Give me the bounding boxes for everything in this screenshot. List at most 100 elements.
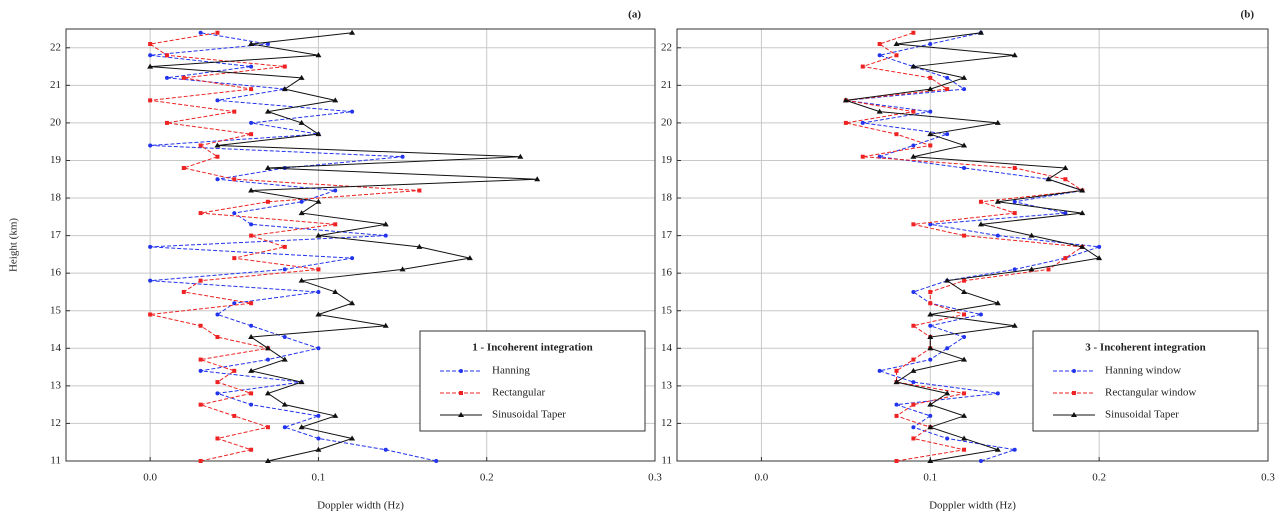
marker [945,87,950,92]
marker [148,143,153,148]
marker [1028,232,1035,238]
legend-marker [458,412,464,417]
marker [894,459,899,463]
marker [281,401,288,407]
marker [945,75,950,80]
marker [911,402,916,407]
y-axis-label: Height (km) [8,218,20,272]
marker [249,120,254,125]
marker [248,187,255,193]
marker [264,164,271,170]
marker [148,278,153,283]
x-tick-label: 0.3 [1261,472,1275,484]
plot-frame [676,28,1269,462]
marker [962,87,967,92]
marker [399,266,406,272]
marker [349,29,356,35]
marker [215,177,220,182]
marker [264,458,271,463]
marker [927,424,934,430]
y-tick-label: 22 [50,41,61,53]
legend-label: Sinusoidal Taper [492,409,566,421]
marker [945,132,950,137]
marker [894,413,899,418]
marker [248,367,255,373]
marker [994,446,1001,452]
marker [316,436,321,441]
marker [215,380,220,385]
marker [333,188,338,193]
y-tick-label: 20 [50,116,62,128]
marker [927,131,934,137]
marker [249,87,254,92]
marker [877,368,882,373]
marker [945,346,950,351]
marker [961,356,968,362]
marker [910,367,917,373]
marker [264,345,271,351]
marker [282,244,287,249]
marker [911,380,916,385]
marker [1046,267,1051,272]
marker [316,413,321,418]
y-tick-label: 20 [661,116,673,128]
y-tick-label: 13 [661,379,673,391]
marker [315,232,322,238]
y-tick-label: 12 [50,417,61,429]
marker [911,436,916,441]
marker [962,391,967,396]
marker [248,41,255,47]
legend-box [1032,330,1259,432]
marker [876,108,883,114]
marker [928,289,933,294]
marker [1079,243,1086,249]
y-tick-label: 19 [661,154,673,166]
marker [962,165,967,170]
marker [911,143,916,148]
marker [282,267,287,272]
marker [995,391,1000,396]
y-tick-label: 22 [661,41,672,53]
marker [927,334,934,340]
legend-title: 3 - Incoherent integration [1085,342,1205,354]
marker [1028,266,1035,272]
marker [877,53,882,58]
marker [298,277,305,283]
marker [249,132,254,137]
marker [1079,187,1086,193]
marker [962,335,967,340]
marker [232,211,237,216]
marker [944,277,951,283]
marker [198,357,203,362]
marker [928,109,933,114]
marker [299,199,304,204]
marker [383,447,388,452]
marker [298,210,305,216]
marker [316,346,321,351]
marker [1062,164,1069,170]
marker [961,435,968,441]
marker [198,368,203,373]
marker [315,52,322,58]
y-tick-label: 18 [661,192,673,204]
y-tick-label: 11 [50,455,61,467]
marker [215,312,220,317]
marker [928,143,933,148]
legend-marker [1071,412,1077,417]
series-line [148,32,420,462]
marker [383,233,388,238]
marker [894,402,899,407]
marker [961,412,968,418]
marker [517,153,524,159]
marker [232,368,237,373]
marker [215,391,220,396]
marker [248,334,255,340]
marker [265,357,270,362]
marker [198,278,203,283]
marker [911,425,916,430]
marker [316,289,321,294]
marker [995,233,1000,238]
marker [977,221,984,227]
marker [1012,165,1017,170]
